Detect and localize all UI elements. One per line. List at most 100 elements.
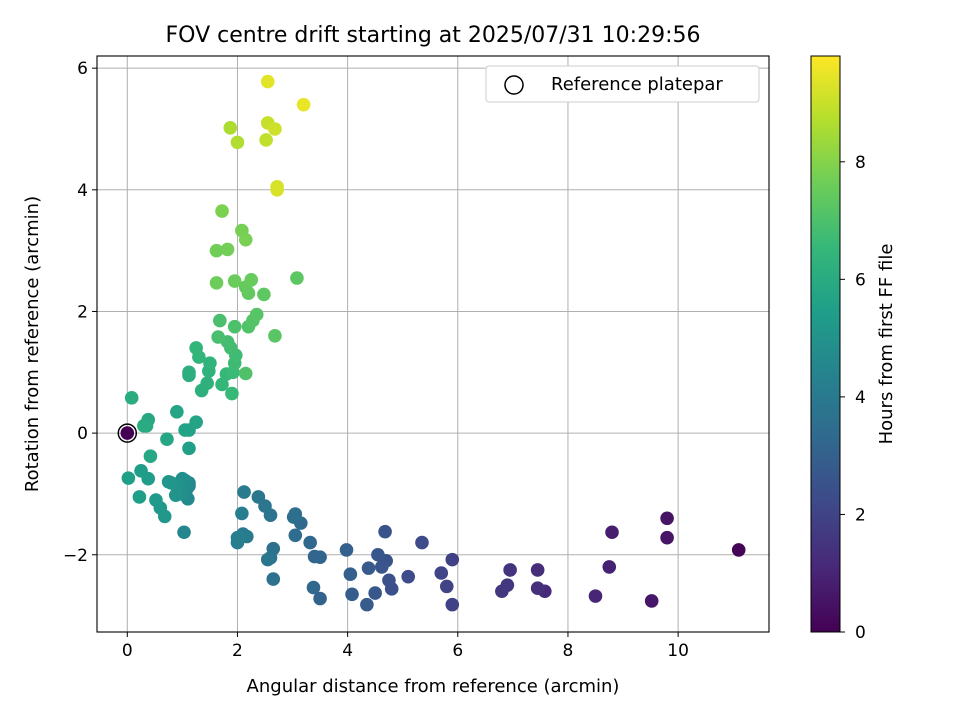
data-point	[360, 597, 374, 612]
data-point	[303, 535, 317, 550]
data-point	[189, 341, 203, 355]
data-point	[530, 581, 545, 596]
x-tick-label: 4	[342, 641, 353, 661]
data-point	[266, 572, 281, 586]
data-point	[220, 242, 235, 257]
colorbar-gradient	[810, 55, 841, 633]
data-point	[290, 271, 304, 285]
data-point	[237, 485, 251, 499]
x-tick-label: 0	[122, 641, 133, 661]
data-point	[288, 528, 303, 543]
data-point	[731, 543, 746, 557]
data-point	[445, 552, 460, 567]
data-point	[213, 313, 227, 328]
data-point	[268, 328, 282, 343]
data-point	[178, 423, 192, 437]
colorbar-ticks: 0 2 4 6 8	[840, 153, 866, 643]
data-point	[313, 591, 327, 606]
data-point	[260, 74, 275, 89]
data-points	[117, 74, 746, 612]
colorbar: 0 2 4 6 8 Hours from first FF file	[810, 55, 897, 643]
data-point	[361, 561, 376, 575]
data-point	[660, 530, 674, 545]
data-point	[660, 511, 674, 526]
data-point	[495, 584, 509, 599]
data-point	[371, 547, 385, 562]
data-point	[530, 563, 545, 577]
data-point	[439, 579, 454, 594]
data-point	[182, 441, 196, 456]
data-point	[257, 287, 271, 302]
data-point	[238, 232, 253, 247]
chart-title: FOV centre drift starting at 2025/07/31 …	[166, 23, 701, 48]
x-tick-label: 2	[232, 641, 243, 661]
x-tick-label: 8	[563, 641, 574, 661]
data-point	[260, 552, 275, 567]
grid	[97, 56, 769, 632]
data-point	[200, 376, 214, 391]
data-point	[434, 566, 449, 580]
data-point	[382, 573, 396, 588]
data-point	[296, 97, 311, 112]
y-tick-label: 2	[77, 302, 88, 322]
data-point	[415, 535, 429, 550]
legend: Reference platepar	[485, 65, 760, 103]
data-point	[270, 183, 284, 197]
data-point	[143, 449, 158, 464]
data-point	[225, 386, 239, 401]
data-point	[215, 377, 229, 392]
y-axis-label: Rotation from reference (arcmin)	[22, 196, 43, 492]
data-point	[374, 560, 389, 574]
data-point	[149, 493, 163, 507]
data-point	[124, 391, 139, 405]
data-point	[343, 567, 358, 582]
data-point	[244, 273, 259, 287]
data-point	[203, 356, 217, 370]
data-point	[235, 506, 249, 521]
x-axis-label: Angular distance from reference (arcmin)	[247, 676, 620, 697]
data-point	[249, 307, 264, 322]
data-point	[170, 405, 184, 419]
reference-point-dot	[120, 426, 135, 440]
data-point	[189, 415, 203, 429]
data-point	[137, 419, 151, 433]
data-point	[588, 589, 603, 603]
x-tick-label: 10	[667, 641, 689, 661]
data-point	[238, 366, 253, 381]
colorbar-tick-label: 8	[855, 153, 866, 173]
data-point	[378, 524, 392, 539]
axis-ticks: 0 2 4 6 8 10 −2 0 2 4 6	[63, 59, 689, 661]
data-point	[339, 543, 354, 557]
colorbar-label: Hours from first FF file	[876, 244, 897, 445]
data-point	[168, 488, 183, 502]
y-tick-label: 4	[77, 181, 88, 201]
data-point	[209, 243, 224, 258]
data-point	[268, 122, 282, 136]
data-point	[230, 530, 245, 545]
data-point	[223, 120, 238, 135]
data-point	[211, 330, 225, 344]
colorbar-tick-label: 2	[855, 505, 866, 525]
data-point	[307, 549, 322, 564]
colorbar-tick-label: 0	[855, 623, 866, 643]
data-point	[132, 490, 147, 504]
data-point	[602, 560, 617, 574]
data-point	[345, 587, 359, 602]
data-point	[121, 471, 136, 485]
legend-marker-reference-platepar	[504, 75, 524, 95]
colorbar-tick-label: 4	[855, 388, 866, 408]
legend-box	[485, 65, 760, 103]
y-tick-label: 0	[77, 424, 88, 444]
y-tick-label: 6	[77, 59, 88, 79]
plot-frame	[96, 55, 770, 633]
data-point	[215, 204, 229, 218]
data-point	[182, 365, 196, 380]
data-point	[368, 586, 382, 600]
reference-platepar-marker	[117, 423, 138, 443]
data-point	[209, 276, 224, 290]
data-point	[251, 490, 266, 504]
data-point	[161, 474, 176, 489]
data-point	[177, 525, 191, 540]
